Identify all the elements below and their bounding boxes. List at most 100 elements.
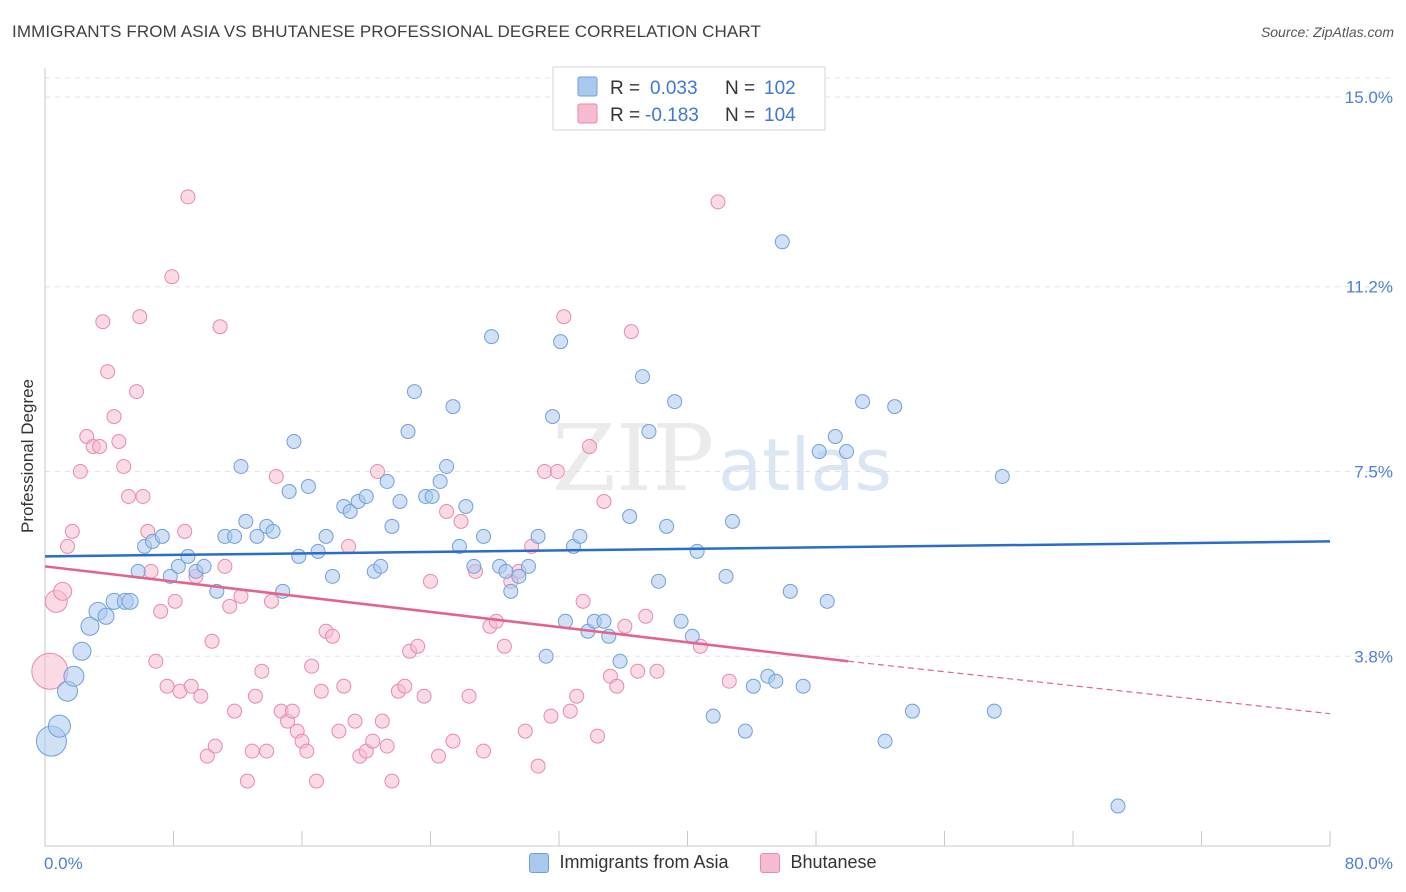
bhutanese-point — [609, 678, 625, 694]
bhutanese-point — [239, 773, 255, 789]
bhutanese-point — [341, 538, 357, 554]
bhutanese-point — [374, 713, 390, 729]
trend-lines — [44, 540, 1331, 715]
asia-points — [35, 234, 1126, 814]
asia-trend-line — [44, 540, 1331, 558]
legend-r-value: -0.183 — [645, 105, 699, 126]
asia-point — [439, 459, 455, 475]
legend-n-label: N = — [725, 105, 755, 126]
asia-point — [511, 568, 527, 584]
bhutanese-trend-extension — [848, 660, 1331, 715]
legend-item-asia: Immigrants from Asia — [529, 852, 728, 873]
bhutanese-point — [331, 723, 347, 739]
legend-r-label: R = — [610, 78, 640, 99]
asia-point — [265, 523, 281, 539]
bhutanese-point — [431, 748, 447, 764]
legend-label-asia: Immigrants from Asia — [559, 852, 729, 872]
asia-point — [596, 613, 612, 629]
bhutanese-point — [623, 324, 639, 340]
watermark: ZIP atlas — [552, 405, 892, 512]
x-tick-label: 80.0% — [1345, 854, 1393, 873]
bhutanese-point — [159, 678, 175, 694]
bhutanese-point — [121, 488, 137, 504]
asia-point — [737, 723, 753, 739]
asia-point — [689, 543, 705, 559]
asia-point — [373, 558, 389, 574]
asia-point — [196, 558, 212, 574]
asia-point — [782, 583, 798, 599]
bhutanese-point — [537, 464, 553, 479]
asia-point — [768, 673, 784, 689]
bhutanese-point — [476, 743, 492, 759]
asia-point — [904, 703, 920, 719]
asia-point — [635, 369, 651, 385]
asia-point — [97, 607, 115, 625]
asia-point — [641, 424, 657, 440]
asia-point — [392, 493, 408, 509]
bhutanese-point — [116, 459, 132, 475]
bhutanese-point — [299, 743, 315, 759]
bhutanese-point — [207, 738, 223, 754]
asia-point — [476, 528, 492, 544]
bhutanese-point — [543, 708, 559, 724]
bhutanese-point — [721, 673, 737, 689]
asia-point — [451, 538, 467, 554]
bhutanese-point — [575, 593, 591, 609]
bhutanese-point — [92, 439, 108, 455]
bhutanese-point — [410, 638, 426, 654]
bhutanese-point — [222, 598, 238, 614]
bhutanese-point — [423, 573, 438, 589]
asia-point — [432, 473, 448, 489]
asia-point — [622, 508, 638, 524]
bhutanese-point — [180, 189, 196, 205]
asia-point — [553, 334, 569, 350]
bhutanese-point — [284, 703, 300, 719]
bhutanese-point — [530, 758, 546, 774]
bhutanese-point — [496, 638, 512, 654]
bhutanese-point — [397, 678, 413, 694]
watermark-zip: ZIP — [552, 405, 714, 512]
y-tick-label: 11.2% — [1346, 278, 1393, 297]
asia-point — [63, 665, 85, 687]
bhutanese-point — [72, 464, 88, 479]
asia-point — [300, 478, 316, 494]
asia-point — [498, 563, 514, 579]
asia-point — [839, 444, 855, 460]
asia-point — [384, 518, 400, 534]
bhutanese-point — [247, 688, 263, 704]
asia-point — [170, 558, 186, 574]
asia-point — [530, 528, 546, 544]
bhutanese-point — [212, 319, 228, 335]
x-tick-label: 0.0% — [44, 854, 83, 873]
x-tick-labels: 0.0% 80.0% — [44, 854, 1393, 873]
asia-point — [379, 473, 395, 489]
asia-point — [227, 528, 243, 544]
bhutanese-point — [453, 513, 469, 529]
asia-point — [994, 468, 1010, 484]
asia-point — [180, 548, 196, 564]
y-tick-label: 15.0% — [1345, 88, 1393, 107]
asia-point — [310, 543, 326, 559]
asia-point — [667, 394, 683, 410]
bhutanese-point — [384, 773, 400, 789]
bhutanese-point — [556, 309, 572, 325]
asia-point — [986, 703, 1002, 719]
legend-item-bhutanese: Bhutanese — [760, 852, 877, 873]
bhutanese-trend-line — [44, 565, 849, 663]
bhutanese-point — [638, 608, 654, 624]
y-tick-label: 7.5% — [1354, 463, 1393, 482]
bhutanese-point — [582, 439, 598, 455]
bhutanese-point — [630, 663, 646, 679]
asia-point — [827, 429, 843, 445]
bhutanese-point — [590, 728, 606, 744]
bhutanese-point — [304, 658, 320, 674]
asia-point — [1110, 798, 1126, 814]
bhutanese-point — [183, 678, 199, 694]
bhutanese-point — [259, 743, 275, 759]
bhutanese-point — [64, 523, 80, 539]
bhutanese-point — [596, 493, 612, 509]
asia-point — [400, 424, 416, 440]
asia-point — [121, 592, 139, 610]
legend-label-bhutanese: Bhutanese — [790, 852, 877, 872]
